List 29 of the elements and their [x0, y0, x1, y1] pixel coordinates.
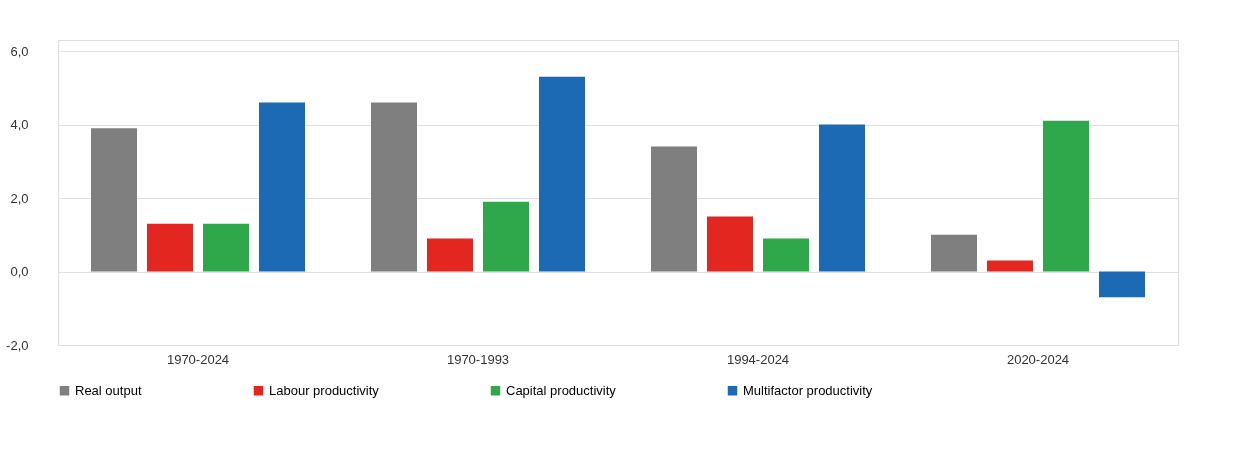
- x-tick-label: 1970-1993: [446, 351, 510, 367]
- bar: [819, 124, 865, 272]
- legend-label: Multifactor productivity: [743, 382, 873, 398]
- bar: [1099, 271, 1145, 298]
- bar: [483, 201, 529, 272]
- bar: [371, 102, 417, 272]
- bar: [539, 76, 585, 272]
- bar: [259, 102, 305, 272]
- y-tick-label: 6,0: [10, 43, 29, 59]
- y-tick-label: 4,0: [10, 117, 29, 133]
- bar: [1043, 120, 1089, 272]
- bar: [203, 223, 249, 272]
- x-tick-label: 2020-2024: [1006, 351, 1070, 367]
- bar: [651, 146, 697, 272]
- bar: [91, 128, 137, 272]
- y-tick-label: -2,0: [6, 337, 29, 353]
- bar: [147, 223, 193, 272]
- bar: [987, 260, 1033, 272]
- legend-label: Real output: [75, 382, 142, 398]
- bar: [427, 238, 473, 272]
- y-tick-label: 0,0: [10, 264, 29, 280]
- y-tick-label: 2,0: [10, 190, 29, 206]
- x-tick-label: 1994-2024: [726, 351, 790, 367]
- x-tick-label: 1970-2024: [166, 351, 230, 367]
- legend-label: Capital productivity: [506, 382, 617, 398]
- bar: [931, 234, 977, 272]
- legend-label: Labour productivity: [269, 382, 380, 398]
- bar: [763, 238, 809, 272]
- bar: [707, 216, 753, 272]
